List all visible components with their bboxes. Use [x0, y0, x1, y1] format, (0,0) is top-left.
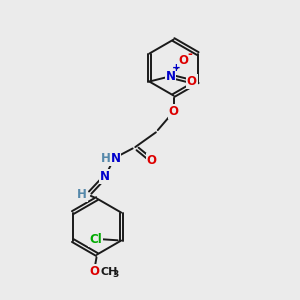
Text: O: O [89, 265, 99, 278]
Text: N: N [110, 152, 121, 165]
Text: 3: 3 [112, 270, 119, 279]
Text: N: N [100, 170, 110, 183]
Text: N: N [166, 70, 176, 83]
Text: +: + [172, 63, 180, 73]
Text: CH: CH [100, 267, 118, 277]
Text: O: O [178, 54, 188, 68]
Text: O: O [146, 154, 157, 167]
Text: Cl: Cl [89, 232, 102, 246]
Text: O: O [187, 75, 197, 88]
Text: H: H [101, 152, 111, 165]
Text: H: H [77, 188, 87, 201]
Text: -: - [187, 48, 192, 61]
Text: O: O [169, 105, 178, 118]
